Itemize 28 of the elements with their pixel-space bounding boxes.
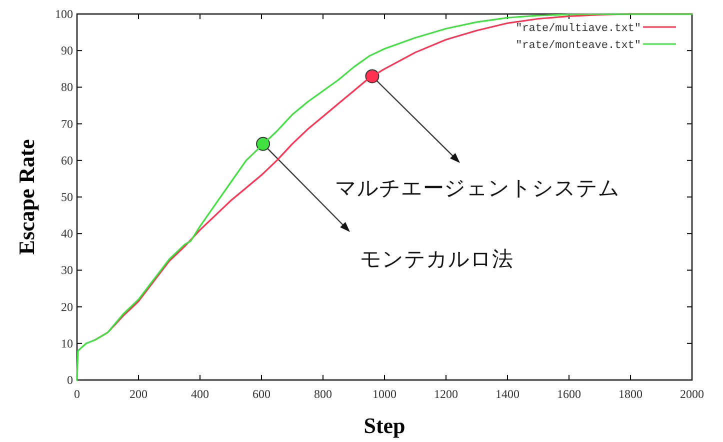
y-tick-label: 80 <box>61 80 73 94</box>
y-tick-label: 10 <box>61 336 73 350</box>
legend-label: "rate/monteave.txt" <box>516 40 641 52</box>
x-tick-label: 400 <box>191 387 209 401</box>
y-tick-label: 90 <box>61 44 73 58</box>
y-tick-label: 100 <box>55 7 73 21</box>
x-tick-label: 600 <box>252 387 270 401</box>
annotation: マルチエージェントシステム <box>335 69 620 200</box>
x-axis-title: Step <box>364 413 406 438</box>
y-tick-label: 40 <box>61 226 73 241</box>
x-tick-label: 1000 <box>372 387 396 401</box>
x-tick-label: 1600 <box>557 387 581 401</box>
legend-label: "rate/multiave.txt" <box>516 23 641 35</box>
y-axis-title: Escape Rate <box>14 139 39 255</box>
y-tick-label: 30 <box>61 263 73 278</box>
x-tick-label: 2000 <box>680 387 704 401</box>
y-tick-label: 50 <box>61 190 73 204</box>
x-tick-label: 1800 <box>618 387 642 401</box>
annotation: マルチエージェントシステム <box>335 176 620 200</box>
x-tick-label: 200 <box>130 387 148 401</box>
x-tick-label: 1200 <box>434 387 458 401</box>
y-tick-label: 20 <box>61 300 73 314</box>
annotation: モンテカルロ法 <box>360 247 513 271</box>
y-tick-label: 0 <box>67 373 73 387</box>
x-tick-label: 800 <box>314 387 332 401</box>
y-tick-label: 60 <box>61 153 73 168</box>
x-tick-label: 1400 <box>496 387 520 401</box>
y-tick-label: 70 <box>61 116 73 131</box>
